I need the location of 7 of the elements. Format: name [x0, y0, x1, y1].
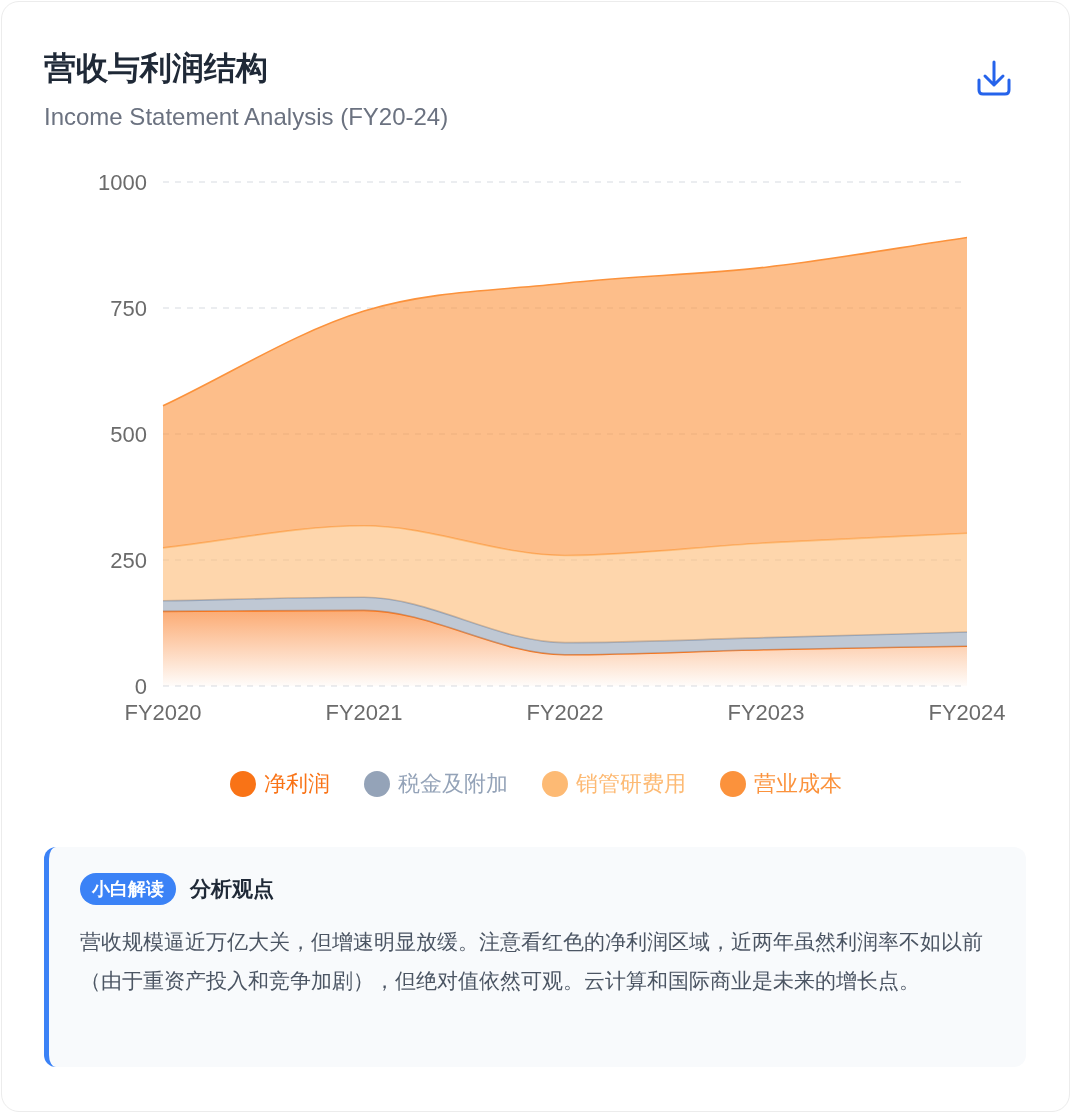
note: 小白解读 分析观点 营收规模逼近万亿大关，但增速明显放缓。注意看红色的净利润区域，近两年虽然利润率不如以前（由于重资产投入和竞争加剧），但绝对值依然可观。云计算和国际商业是未来的增长点。: [44, 847, 1026, 1067]
legend-label: 营业成本: [754, 770, 842, 798]
legend-label: 税金及附加: [398, 770, 508, 798]
subtitle: Income Statement Analysis (FY20-24): [44, 102, 449, 132]
legend-label: 净利润: [264, 770, 330, 798]
legend-label: 销管研费用: [576, 770, 686, 798]
title: 营收与利润结构: [44, 49, 268, 88]
